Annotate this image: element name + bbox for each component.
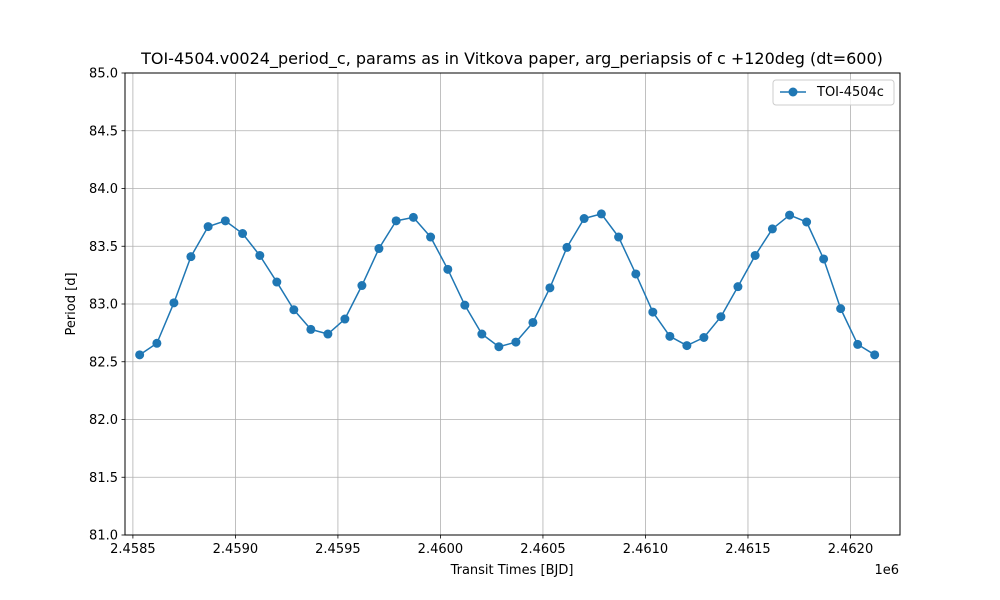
series-line: [139, 213, 876, 356]
x-axis-label: Transit Times [BJD]: [450, 563, 574, 578]
data-point: [169, 298, 179, 308]
data-point: [426, 232, 436, 242]
data-point: [255, 250, 265, 260]
y-axis-label: Period [d]: [64, 272, 79, 335]
data-point: [238, 229, 248, 239]
data-point: [203, 222, 213, 232]
data-point: [186, 252, 196, 262]
y-tick-label: 81.0: [89, 529, 118, 544]
y-tick-label: 84.5: [89, 124, 118, 139]
data-point: [357, 281, 367, 291]
x-tick-label: 2.4595: [315, 542, 361, 557]
y-tick-label: 83.0: [89, 298, 118, 313]
data-point: [460, 300, 470, 310]
data-point: [853, 339, 863, 349]
data-point: [733, 282, 743, 292]
legend-box: [772, 79, 895, 106]
data-point: [408, 212, 418, 222]
x-tick-label: 2.4585: [110, 542, 156, 557]
x-tick-label: 2.4615: [725, 542, 771, 557]
data-point: [682, 341, 692, 351]
data-point: [716, 312, 726, 322]
data-point: [819, 254, 829, 264]
x-tick-label: 2.4610: [623, 542, 669, 557]
data-point: [870, 350, 880, 360]
series-plot: [135, 209, 880, 360]
data-point: [785, 210, 795, 220]
data-point: [648, 307, 658, 317]
y-tick-label: 84.0: [89, 182, 118, 197]
data-point: [767, 224, 777, 234]
data-point: [802, 217, 812, 227]
data-point: [750, 250, 760, 260]
data-point: [699, 332, 709, 342]
data-point: [494, 342, 504, 352]
y-tick-label: 82.5: [89, 355, 118, 370]
y-tick-label: 81.5: [89, 471, 118, 486]
data-point: [562, 242, 572, 252]
data-point: [579, 214, 589, 224]
data-point: [596, 209, 606, 219]
data-point: [220, 216, 230, 226]
x-tick-label: 2.4590: [213, 542, 259, 557]
legend-marker-swatch: [788, 87, 798, 97]
data-point: [272, 277, 282, 287]
data-point: [289, 305, 299, 315]
data-point: [391, 216, 401, 226]
x-offset-label: 1e6: [874, 563, 899, 578]
data-point: [545, 283, 555, 293]
legend-label: TOI-4504c: [816, 85, 884, 100]
grid: [125, 72, 900, 536]
chart-title: TOI-4504.v0024_period_c, params as in Vi…: [140, 49, 883, 69]
data-point: [323, 329, 333, 339]
plot-frame: [124, 72, 901, 536]
data-point: [631, 269, 641, 279]
data-point: [836, 304, 846, 314]
data-point: [614, 232, 624, 242]
data-point: [135, 350, 145, 360]
x-tick-label: 2.4605: [520, 542, 566, 557]
data-point: [443, 264, 453, 274]
legend: TOI-4504c: [772, 79, 895, 106]
data-point: [477, 329, 487, 339]
y-tick-label: 85.0: [89, 67, 118, 82]
data-point: [511, 337, 521, 347]
y-tick-label: 82.0: [89, 413, 118, 428]
x-tick-label: 2.4600: [418, 542, 464, 557]
axis-ticks: 2.4585 2.4590 2.4595 2.4600 2.4605 2.4610 2.46…: [89, 67, 873, 558]
data-point: [374, 244, 384, 254]
y-tick-label: 83.5: [89, 240, 118, 255]
data-point: [306, 324, 316, 334]
x-tick-label: 2.4620: [828, 542, 874, 557]
data-point: [528, 317, 538, 327]
data-point: [340, 314, 350, 324]
data-point: [152, 338, 162, 348]
data-point: [665, 331, 675, 341]
